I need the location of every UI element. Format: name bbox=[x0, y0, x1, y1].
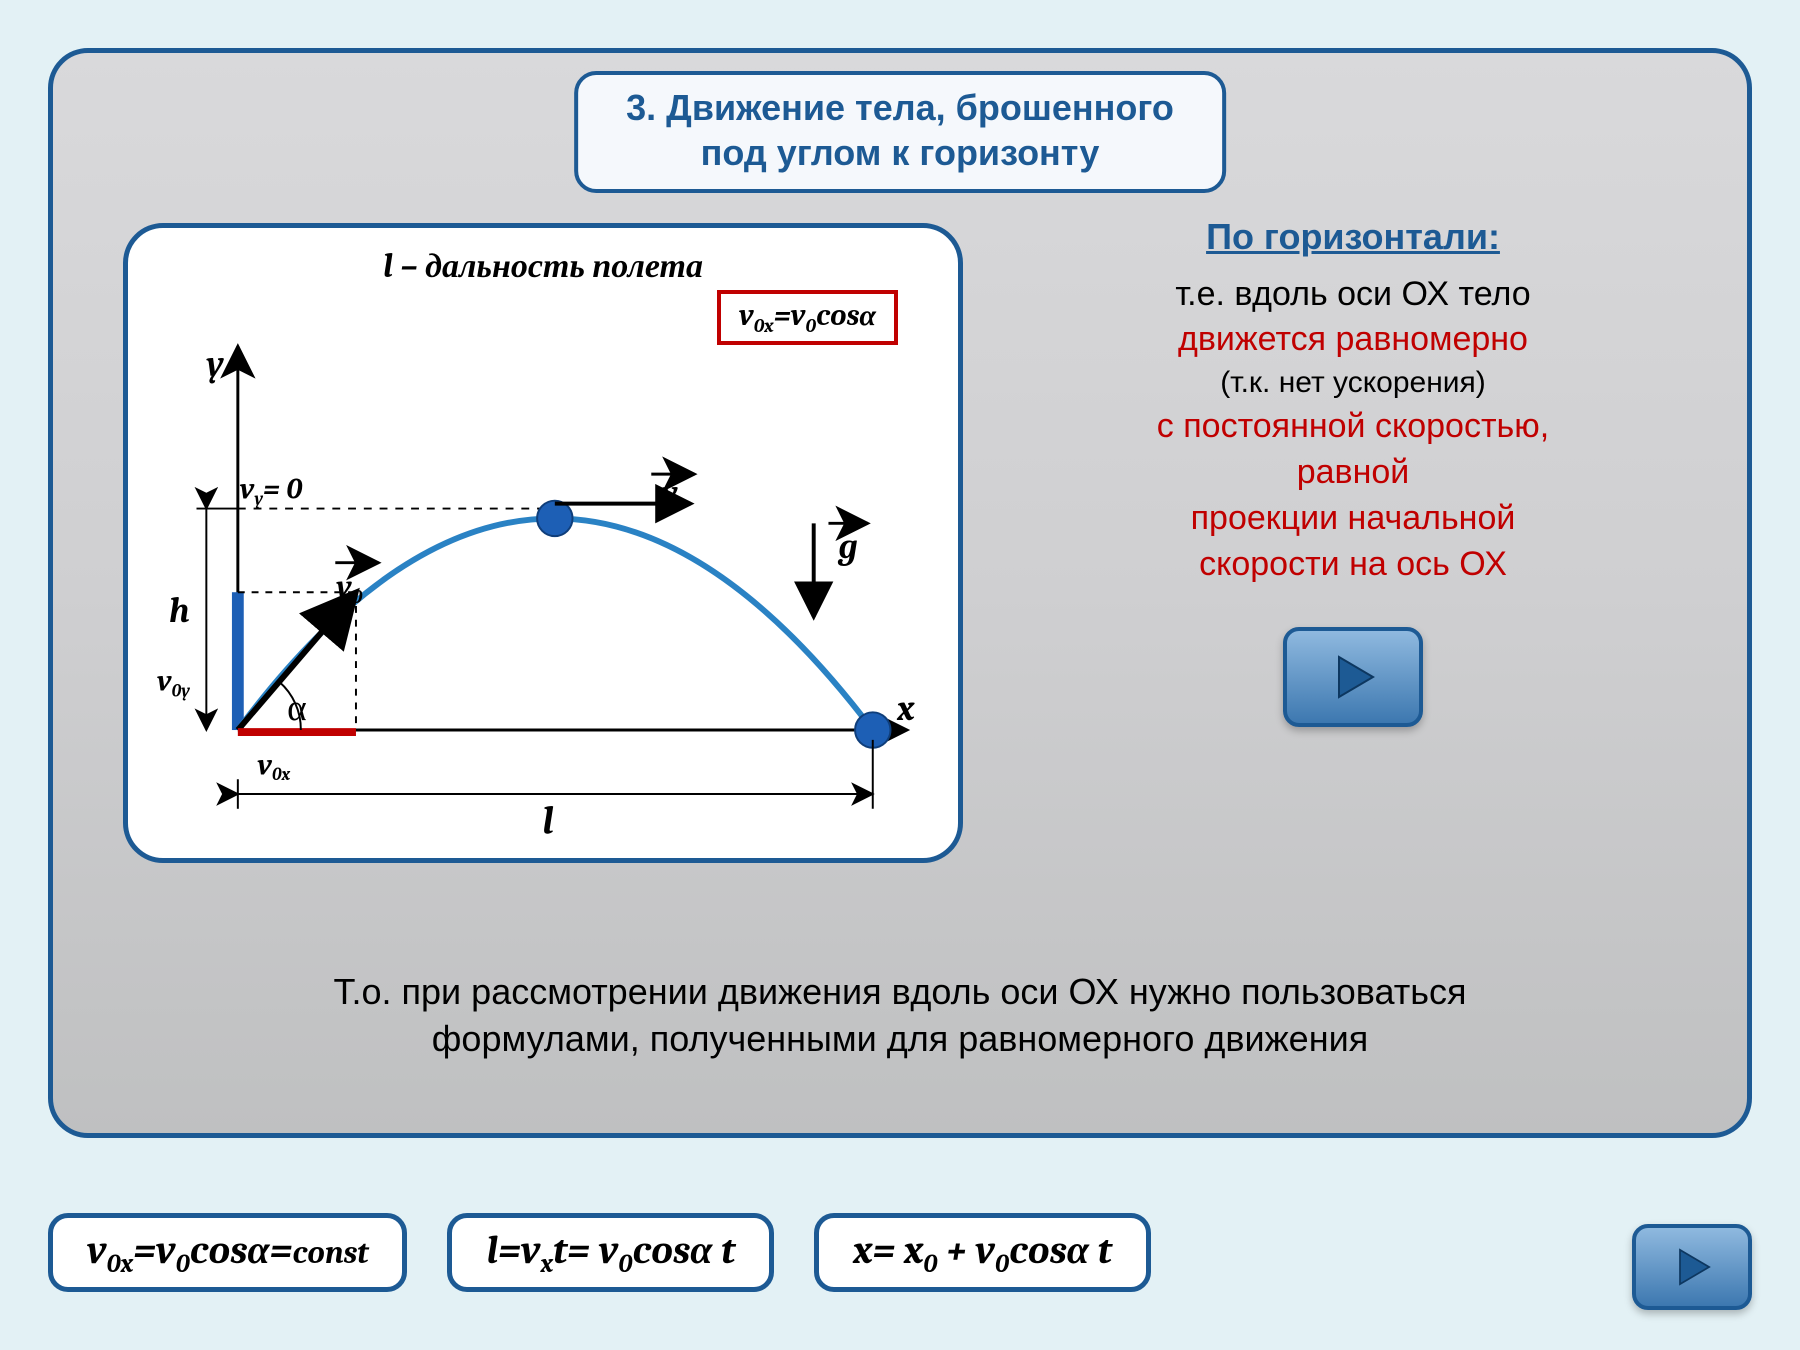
right-line-5: равной bbox=[993, 450, 1713, 496]
content-area: l – дальность полета v0x=v0cosα bbox=[93, 223, 1707, 1103]
right-line-3: (т.к. нет ускорения) bbox=[993, 363, 1713, 404]
vy0-label: vy= 0 bbox=[239, 473, 303, 510]
v-label: v bbox=[660, 475, 678, 513]
right-line-1: т.е. вдоль оси ОХ тело bbox=[993, 272, 1713, 318]
trajectory-graph-panel: l – дальность полета v0x=v0cosα bbox=[123, 223, 963, 863]
slide-card: 3. Движение тела, брошенного под углом к… bbox=[48, 48, 1752, 1138]
next-slide-button[interactable] bbox=[1632, 1224, 1752, 1310]
x-axis-label: x bbox=[896, 688, 915, 729]
slide-title-box: 3. Движение тела, брошенного под углом к… bbox=[574, 71, 1226, 193]
right-line-2: движется равномерно bbox=[993, 317, 1713, 363]
formula-3: x= x0 + v0cosα t bbox=[814, 1213, 1151, 1292]
trajectory-svg: y x h v0 v0x bbox=[128, 228, 958, 858]
formula-2: l=vxt= v0cosα t bbox=[447, 1213, 774, 1292]
launch-bar bbox=[232, 592, 244, 730]
right-header: По горизонтали: bbox=[993, 213, 1713, 262]
formula-1-text: v0x=v0cosα=const bbox=[87, 1227, 368, 1273]
bottom-line-2: формулами, полученными для равномерного … bbox=[133, 1016, 1667, 1063]
horizontal-motion-text: По горизонтали: т.е. вдоль оси ОХ тело д… bbox=[993, 213, 1713, 727]
l-label: l bbox=[542, 798, 553, 843]
bottom-conclusion: Т.о. при рассмотрении движения вдоль оси… bbox=[133, 969, 1667, 1063]
formula-2-text: l=vxt= v0cosα t bbox=[486, 1227, 735, 1273]
right-line-6: проекции начальной bbox=[993, 496, 1713, 542]
apex-marker bbox=[537, 501, 572, 536]
title-line-2: под углом к горизонту bbox=[626, 130, 1174, 175]
bottom-line-1: Т.о. при рассмотрении движения вдоль оси… bbox=[133, 969, 1667, 1016]
play-icon bbox=[1325, 649, 1381, 705]
formula-row: v0x=v0cosα=const l=vxt= v0cosα t x= x0 +… bbox=[48, 1213, 1151, 1292]
h-label: h bbox=[169, 590, 190, 631]
formula-3-text: x= x0 + v0cosα t bbox=[853, 1227, 1112, 1273]
formula-1: v0x=v0cosα=const bbox=[48, 1213, 407, 1292]
right-line-4: с постоянной скоростью, bbox=[993, 404, 1713, 450]
play-animation-button[interactable] bbox=[1283, 627, 1423, 727]
title-line-1: 3. Движение тела, брошенного bbox=[626, 85, 1174, 130]
play-icon bbox=[1668, 1243, 1716, 1291]
right-line-7: скорости на ось ОХ bbox=[993, 542, 1713, 588]
v0-label: v0 bbox=[335, 569, 362, 608]
y-axis-label: y bbox=[205, 344, 224, 385]
v0x-label: v0x bbox=[257, 748, 291, 785]
v0y-label: v0y bbox=[156, 665, 190, 702]
trajectory-curve bbox=[238, 518, 873, 730]
angle-label: α bbox=[287, 688, 307, 729]
g-label: g bbox=[837, 526, 857, 567]
next-slide-area bbox=[1632, 1224, 1752, 1310]
